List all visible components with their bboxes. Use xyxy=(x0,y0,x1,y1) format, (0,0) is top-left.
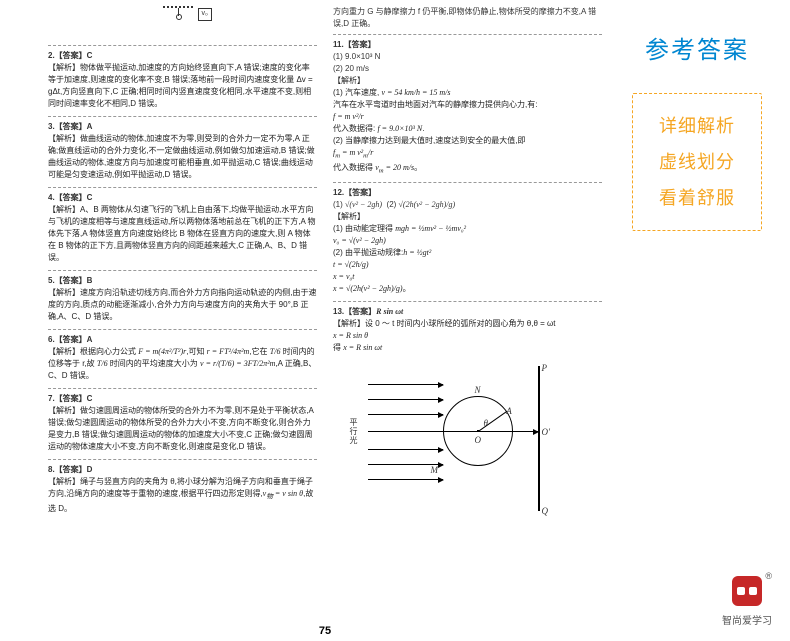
pendulum-diagram xyxy=(148,6,218,41)
diagram-label: Q xyxy=(542,505,549,519)
entry-body: 【解析】做匀速圆周运动的物体所受的合外力不为零,则不是处于平衡状态,A 错误;做… xyxy=(48,405,317,453)
answer-line: (1) 9.0×10³ N xyxy=(333,51,602,63)
answer-entry-6: 6.【答案】A【解析】根据向心力公式 F = m(4π²/T²)r,可知 r =… xyxy=(48,329,317,388)
entry-body: 【解析】物体做平抛运动,加速度的方向始终竖直向下,A 错误;速度的变化率等于加速… xyxy=(48,62,317,110)
brand-mark: ® 智尚爱学习 xyxy=(722,576,772,627)
right-column: 方向重力 G 与静摩擦力 f 仍平衡,即物体仍静止,物体所受的摩擦力不变,A 错… xyxy=(325,0,610,641)
entry-body: 【解析】绳子与竖直方向的夹角为 θ,将小球分解为沿绳子方向和垂直于绳子方向,沿绳… xyxy=(48,476,317,515)
light-ray-arrow xyxy=(368,449,443,450)
answer-line: (1) √(v² − 2gh) (2) √(2h(v² − 2gh)/g) xyxy=(333,199,602,211)
carryover-text: 方向重力 G 与静摩擦力 f 仍平衡,即物体仍静止,物体所受的摩擦力不变,A 错… xyxy=(333,6,602,30)
answer-entry-13: 13.【答案】R sin ωt【解析】设 0 ～ t 时间内小球所经的弧所对的圆… xyxy=(333,301,602,360)
light-ray-arrow xyxy=(368,399,443,400)
page-number: 75 xyxy=(319,625,331,637)
entry-title: 2.【答案】C xyxy=(48,50,317,62)
brand-icon xyxy=(732,576,762,606)
brand-name: 智尚爱学习 xyxy=(722,612,772,627)
diagram-label: O xyxy=(475,434,482,448)
page-scan: 2.【答案】C【解析】物体做平抛运动,加速度的方向始终竖直向下,A 错误;速度的… xyxy=(40,0,610,641)
callout-line: 看着舒服 xyxy=(643,180,751,216)
entry-title: 4.【答案】C xyxy=(48,192,317,204)
light-ray-arrow xyxy=(368,479,443,480)
answer-line: (2) 20 m/s xyxy=(333,63,602,75)
answer-entry-2: 2.【答案】C【解析】物体做平抛运动,加速度的方向始终竖直向下,A 错误;速度的… xyxy=(48,45,317,116)
diagram-label: N xyxy=(475,384,481,398)
answer-entry-5: 5.【答案】B【解析】速度方向沿轨迹切线方向,而合外力方向指向运动轨迹的内侧,由… xyxy=(48,270,317,329)
diagram-label: P xyxy=(542,362,548,376)
entry-body: 【解析】设 0 ～ t 时间内小球所经的弧所对的圆心角为 θ,θ = ωtx =… xyxy=(333,318,602,354)
entry-title: 3.【答案】A xyxy=(48,121,317,133)
entry-title: 6.【答案】A xyxy=(48,334,317,346)
answer-entry-7: 7.【答案】C【解析】做匀速圆周运动的物体所受的合外力不为零,则不是处于平衡状态… xyxy=(48,388,317,459)
answer-entry-8: 8.【答案】D【解析】绳子与竖直方向的夹角为 θ,将小球分解为沿绳子方向和垂直于… xyxy=(48,459,317,521)
diagram-label: θ xyxy=(484,417,488,431)
entry-title: 7.【答案】C xyxy=(48,393,317,405)
light-ray-arrow xyxy=(368,414,443,415)
entry-title: 12.【答案】 xyxy=(333,187,602,199)
entry-body: 【解析】A、B 两物体从匀速飞行的飞机上自由落下,均做平抛运动,水平方向与飞机的… xyxy=(48,204,317,264)
entry-title: 8.【答案】D xyxy=(48,464,317,476)
entry-body: 【解析】根据向心力公式 F = m(4π²/T²)r,可知 r = FT²/4π… xyxy=(48,346,317,382)
marketing-callouts: 参考答案 详细解析 虚线划分 看着舒服 xyxy=(632,30,762,231)
callout-line: 虚线划分 xyxy=(643,144,751,180)
entry-title: 5.【答案】B xyxy=(48,275,317,287)
light-ray-arrow xyxy=(368,384,443,385)
entry-body: 【解析】做曲线运动的物体,加速度不为零,则受到的合外力一定不为零,A 正确;做直… xyxy=(48,133,317,181)
answer-entry-4: 4.【答案】C【解析】A、B 两物体从匀速飞行的飞机上自由落下,均做平抛运动,水… xyxy=(48,187,317,270)
callout-line: 详细解析 xyxy=(643,108,751,144)
answer-entry-11: 11.【答案】(1) 9.0×10³ N(2) 20 m/s【解析】(1) 汽车… xyxy=(333,34,602,182)
diagram-label: O′ xyxy=(542,426,550,440)
answer-entry-12: 12.【答案】(1) √(v² − 2gh) (2) √(2h(v² − 2gh… xyxy=(333,182,602,301)
callout-box: 详细解析 虚线划分 看着舒服 xyxy=(632,93,762,231)
registered-mark: ® xyxy=(765,571,772,581)
diagram-label: M xyxy=(431,464,439,478)
entry-title: 13.【答案】R sin ωt xyxy=(333,306,602,318)
left-column: 2.【答案】C【解析】物体做平抛运动,加速度的方向始终竖直向下,A 错误;速度的… xyxy=(40,0,325,641)
diagram-label-left: 平行光 xyxy=(350,419,358,445)
entry-body: 【解析】速度方向沿轨迹切线方向,而合外力方向指向运动轨迹的内侧,由于速度的方向,… xyxy=(48,287,317,323)
entry-body: 【解析】(1) 汽车速度, v = 54 km/h = 15 m/s汽车在水平弯… xyxy=(333,75,602,176)
answer-entry-3: 3.【答案】A【解析】做曲线运动的物体,加速度不为零,则受到的合外力一定不为零,… xyxy=(48,116,317,187)
entry-body: 【解析】(1) 由动能定理得 mgh = ½mv² − ½mv₀²v₀ = √(… xyxy=(333,211,602,295)
optics-diagram: PQNMOO′θA平行光 xyxy=(368,366,568,526)
diagram-label: A xyxy=(506,405,512,419)
entry-title: 11.【答案】 xyxy=(333,39,602,51)
callout-title: 参考答案 xyxy=(632,30,762,65)
